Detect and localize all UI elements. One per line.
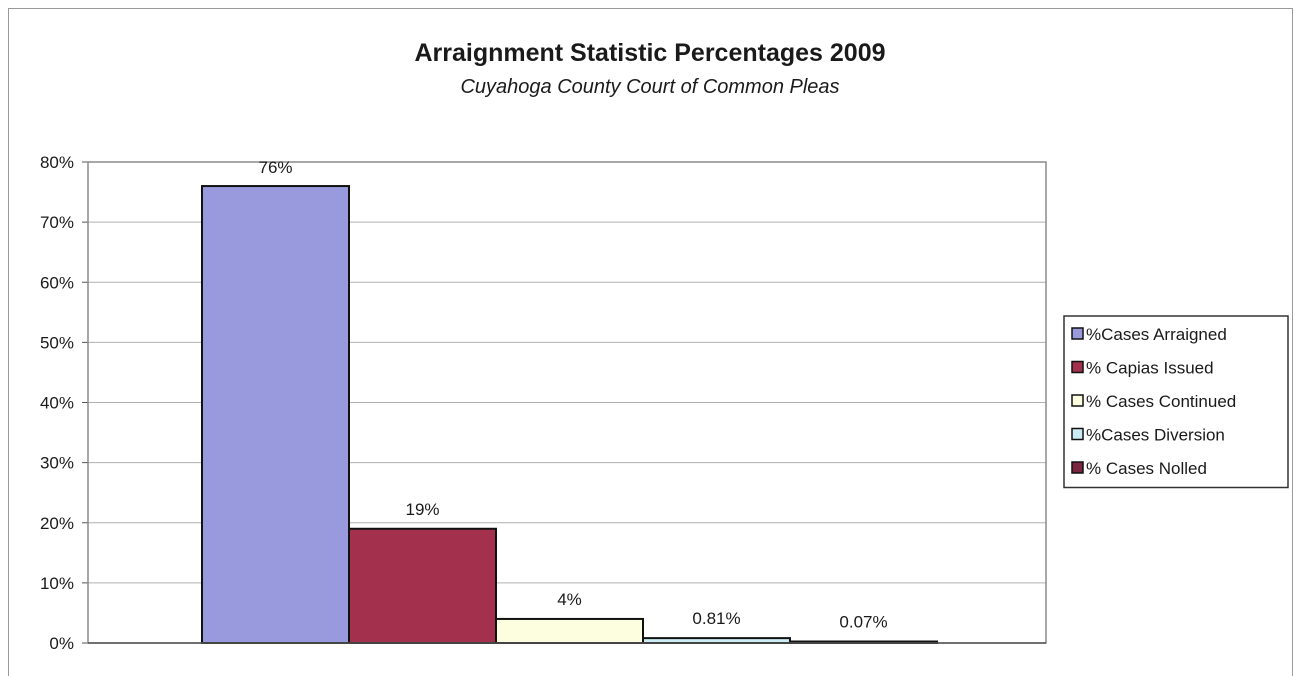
y-tick-label: 30% xyxy=(40,454,74,473)
bar xyxy=(495,617,644,645)
plot-area: 0% 10% 20% 30% 40% 50% 60% 70% 80% 76% 19% 4% 0.81% 0… xyxy=(40,153,1047,653)
y-tick-label: 0% xyxy=(49,634,74,653)
y-tick-label: 60% xyxy=(40,273,74,292)
y-tick-label: 80% xyxy=(40,153,74,172)
y-tick-label: 70% xyxy=(40,213,74,232)
y-tick-label: 50% xyxy=(40,333,74,352)
legend-swatch xyxy=(1071,427,1084,441)
data-label: 19% xyxy=(405,500,439,519)
legend: %Cases Arraigned % Capias Issued % Cases C… xyxy=(1063,315,1289,489)
legend-swatch xyxy=(1071,360,1084,374)
data-label: 0.07% xyxy=(839,613,887,632)
legend-label: %Cases Diversion xyxy=(1086,426,1225,445)
legend-box xyxy=(1063,315,1289,489)
y-tick-label: 40% xyxy=(40,394,74,413)
chart-title: Arraignment Statistic Percentages 2009 xyxy=(414,39,885,67)
legend-swatch xyxy=(1071,461,1084,474)
legend-label: % Cases Continued xyxy=(1086,392,1236,411)
legend-label: % Cases Nolled xyxy=(1086,459,1207,478)
data-label: 76% xyxy=(258,158,292,177)
legend-swatch xyxy=(1071,394,1084,407)
y-tick-label: 20% xyxy=(40,514,74,533)
bar xyxy=(348,527,497,645)
data-label: 4% xyxy=(557,590,582,609)
bar xyxy=(201,185,350,645)
chart-subtitle: Cuyahoga County Court of Common Pleas xyxy=(460,76,839,98)
legend-label: %Cases Arraigned xyxy=(1086,325,1227,344)
legend-label: % Capias Issued xyxy=(1086,359,1214,378)
legend-swatch xyxy=(1071,327,1084,340)
y-tick-label: 10% xyxy=(40,574,74,593)
data-label: 0.81% xyxy=(692,609,740,628)
